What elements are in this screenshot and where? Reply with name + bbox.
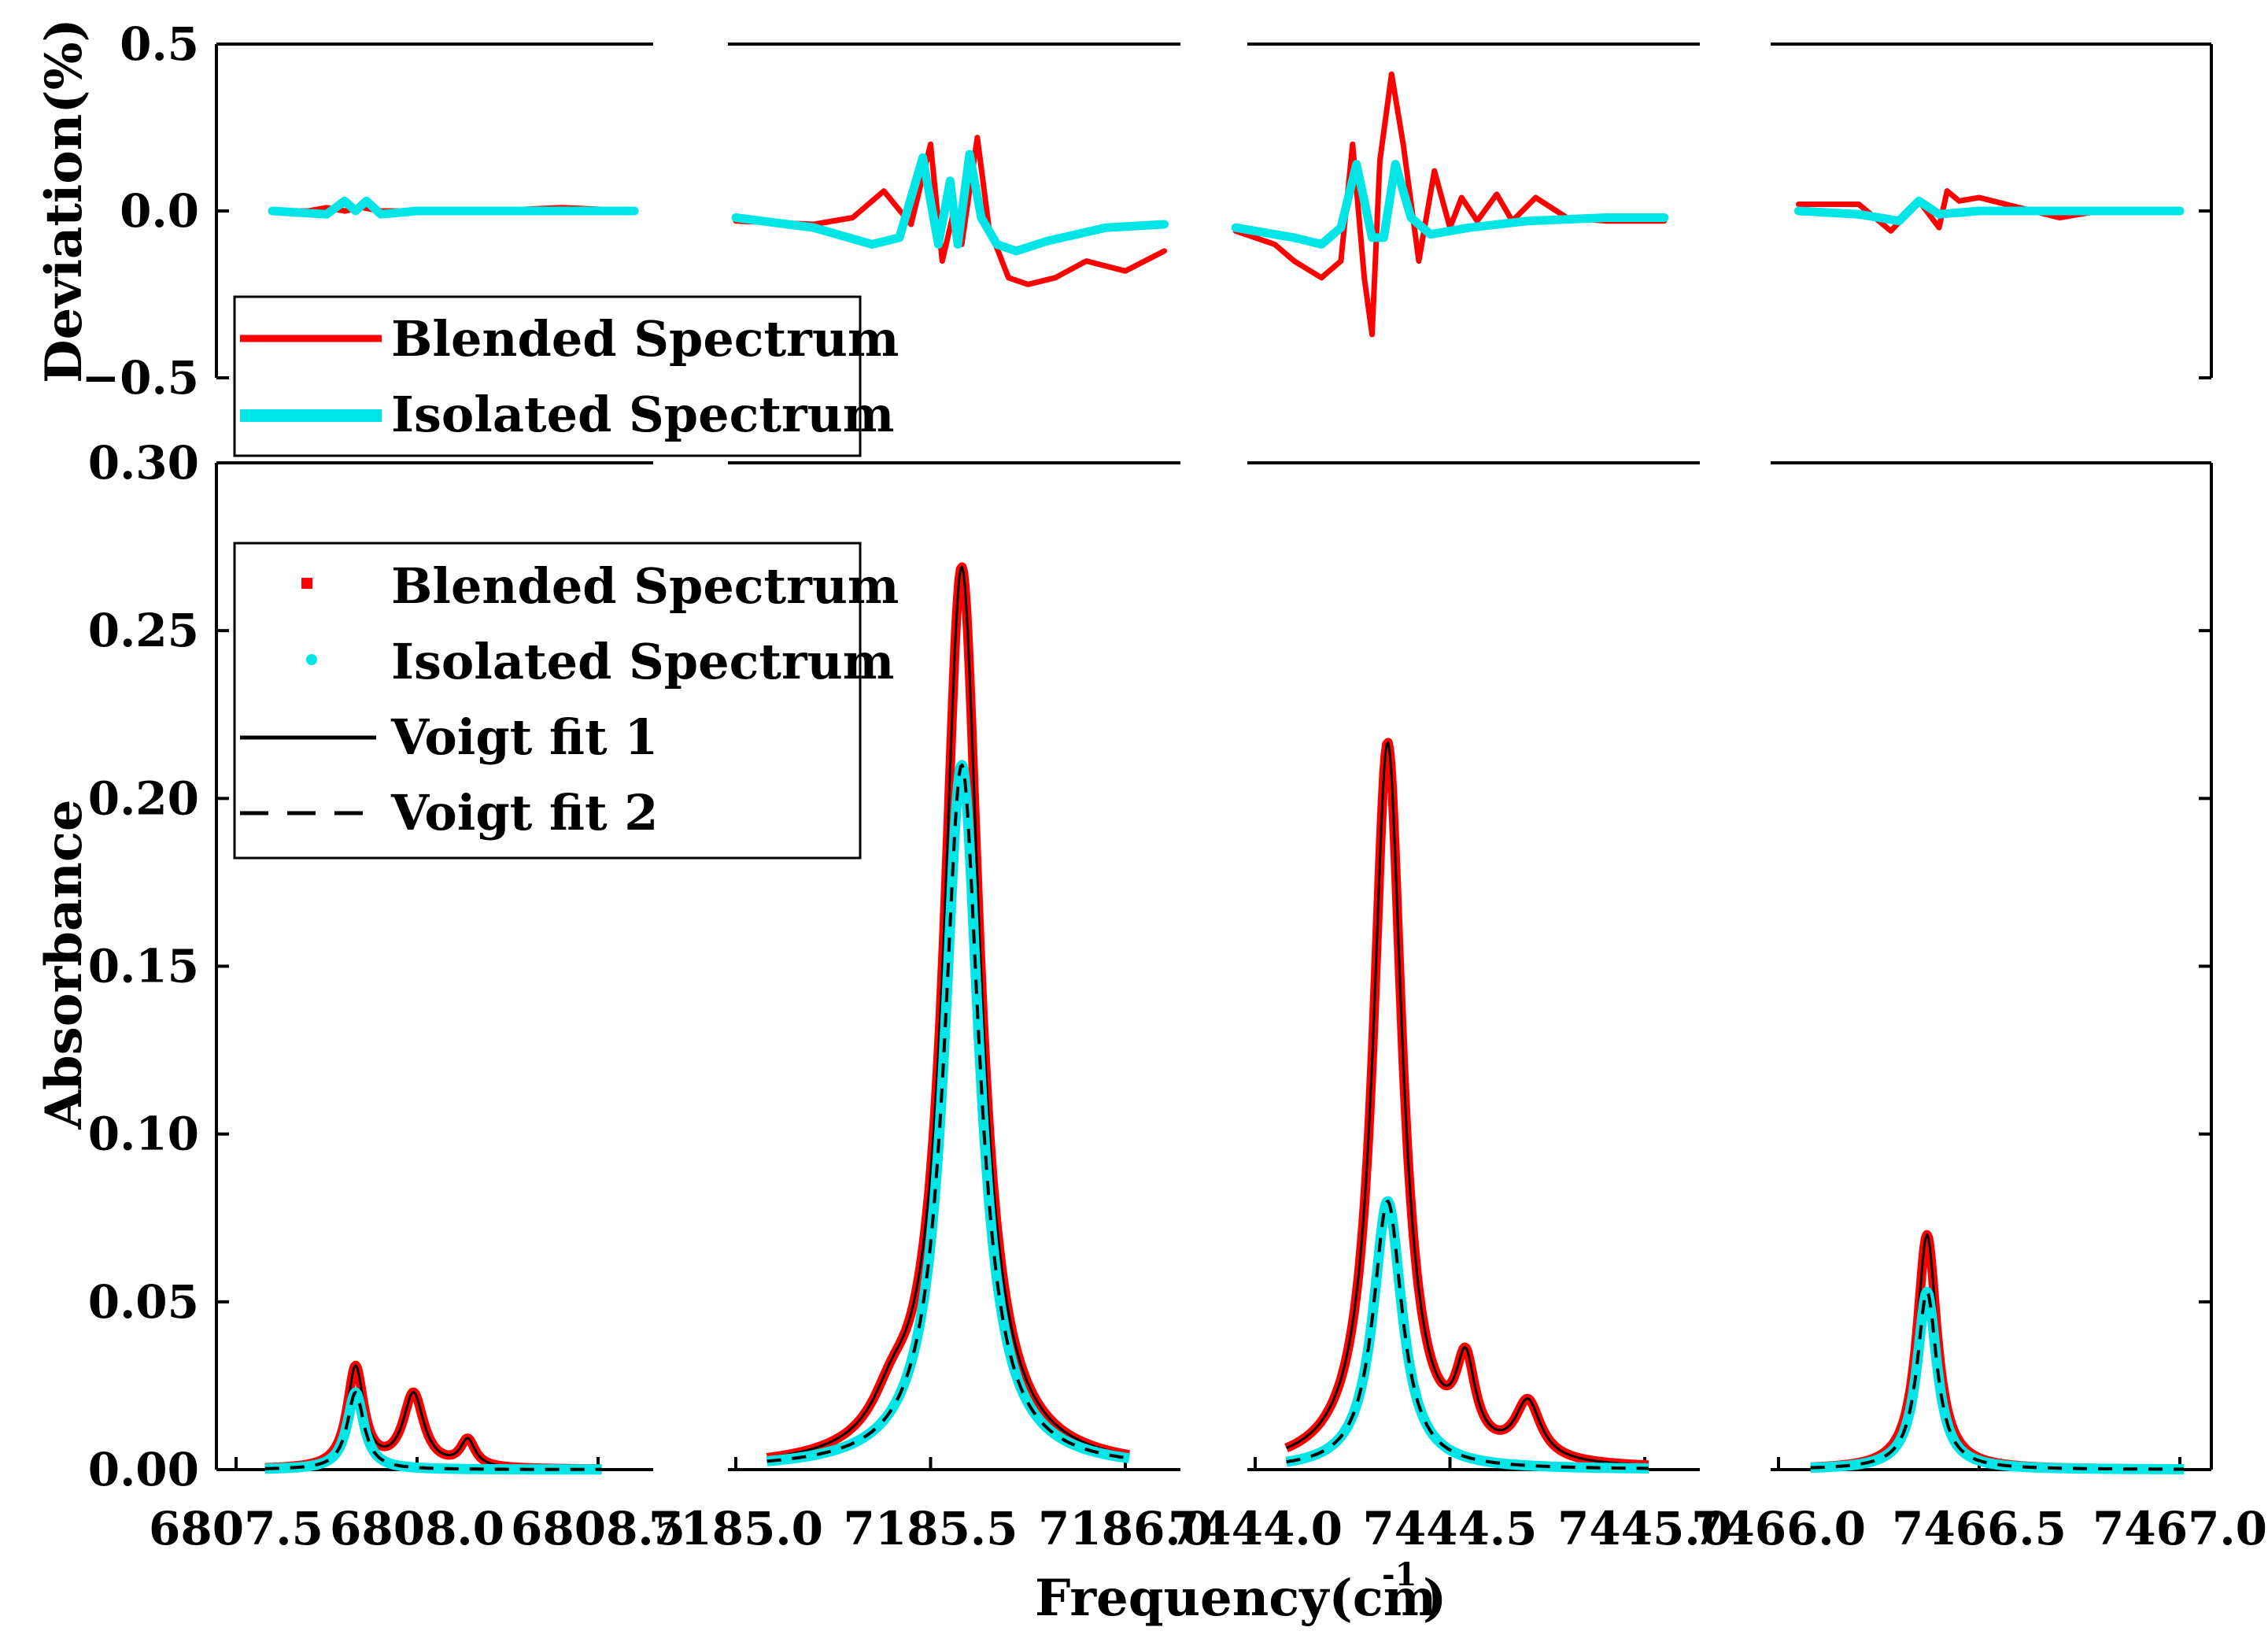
absorbance-panel: 0.00 0.05 0.10 0.15 0.20 0.25 0.30 Absorbance xyxy=(35,436,2213,1496)
y-tick-label: 0.15 xyxy=(88,940,199,993)
deviation-legend-box xyxy=(233,295,862,457)
voigt-fit-2-line-0 xyxy=(264,1391,602,1471)
x-tick-label: 6807.5 xyxy=(149,1502,323,1555)
legend-isolated-marker xyxy=(306,654,317,665)
blended-deviation-line-3 xyxy=(1796,188,2183,234)
voigt-fit-2-line-3 xyxy=(1810,1290,2185,1471)
x-tick-label: 7466.0 xyxy=(1691,1502,1866,1555)
legend-voigt2-label: Voigt fit 2 xyxy=(390,784,658,841)
isolated-deviation-line-1 xyxy=(731,150,1169,256)
x-tick-label: 7466.5 xyxy=(1892,1502,2067,1555)
x-tick-label: 7444.0 xyxy=(1168,1502,1343,1555)
isolated-spectrum-line-2 xyxy=(1282,1196,1653,1474)
blended-spectrum-line-3 xyxy=(1807,1230,2188,1474)
y-tick-label: −0.5 xyxy=(81,351,199,405)
x-tick-label: 6808.0 xyxy=(330,1502,504,1555)
x-axis-title: Frequency(cm xyxy=(1035,1569,1436,1628)
isolated-deviation-line-2 xyxy=(1231,160,1669,249)
isolated-spectrum-line-1 xyxy=(763,760,1133,1466)
x-axis-title-sup: -1 xyxy=(1382,1556,1417,1593)
blended-spectrum-line-2 xyxy=(1283,738,1653,1470)
isolated-deviation-line-3 xyxy=(1794,196,2185,226)
deviation-yticks: −0.5 0.0 0.5 xyxy=(81,17,199,405)
x-tick-label: 7185.0 xyxy=(648,1502,823,1555)
legend-isolated-label: Isolated Spectrum xyxy=(391,386,894,443)
voigt-fit-2-line-2 xyxy=(1286,1200,1649,1470)
legend-voigt1-label: Voigt fit 1 xyxy=(390,708,658,766)
blended-spectrum-line-0 xyxy=(261,1360,605,1474)
voigt-fit-1-line-0 xyxy=(264,1364,602,1470)
voigt-fit-1-line-2 xyxy=(1285,741,1649,1466)
x-tick-label: 7467.0 xyxy=(2093,1502,2267,1555)
x-tick-label: 7185.5 xyxy=(844,1502,1018,1555)
isolated-spectrum-line-3 xyxy=(1807,1286,2188,1474)
absorbance-series xyxy=(260,562,2188,1475)
x-tick-label: 6808.5 xyxy=(511,1502,685,1555)
deviation-series xyxy=(268,71,2185,338)
absorbance-legend: Blended Spectrum Isolated Spectrum Voigt… xyxy=(233,542,899,860)
y-tick-label: 0.00 xyxy=(88,1443,199,1496)
y-tick-label: 0.25 xyxy=(88,604,199,657)
y-tick-label: 0.05 xyxy=(88,1275,199,1329)
absorbance-legend-box xyxy=(233,542,862,860)
deviation-axes xyxy=(215,43,2213,379)
y-tick-label: 0.0 xyxy=(120,184,199,238)
deviation-legend: Blended Spectrum Isolated Spectrum xyxy=(233,295,899,457)
y-tick-label: 0.10 xyxy=(88,1108,199,1161)
legend-blended-spectrum-label: Blended Spectrum xyxy=(391,557,899,615)
x-tick-label: 7444.5 xyxy=(1363,1502,1538,1555)
x-axis-title-close: ) xyxy=(1423,1569,1446,1628)
x-tick-label: 7186.0 xyxy=(1038,1502,1213,1555)
absorbance-yticks: 0.00 0.05 0.10 0.15 0.20 0.25 0.30 xyxy=(88,436,199,1496)
deviation-panel: −0.5 0.0 0.5 Deviation(%) xyxy=(35,17,2213,405)
y-tick-label: 0.5 xyxy=(120,17,199,71)
deviation-ylabel: Deviation(%) xyxy=(35,18,94,383)
y-tick-label: 0.30 xyxy=(88,436,199,490)
absorbance-ylabel: Absorbance xyxy=(35,799,94,1130)
legend-blended-marker xyxy=(301,578,312,589)
x-tick-label: 7445.0 xyxy=(1557,1502,1732,1555)
y-tick-label: 0.20 xyxy=(88,771,199,825)
voigt-fit-2-line-1 xyxy=(766,763,1130,1463)
legend-blended-label: Blended Spectrum xyxy=(391,310,899,368)
legend-isolated-spectrum-label: Isolated Spectrum xyxy=(391,633,894,690)
voigt-fit-1-line-1 xyxy=(766,565,1130,1459)
voigt-fit-1-line-3 xyxy=(1810,1233,2185,1470)
isolated-deviation-line-0 xyxy=(268,196,639,219)
blended-deviation-line-2 xyxy=(1232,71,1668,338)
